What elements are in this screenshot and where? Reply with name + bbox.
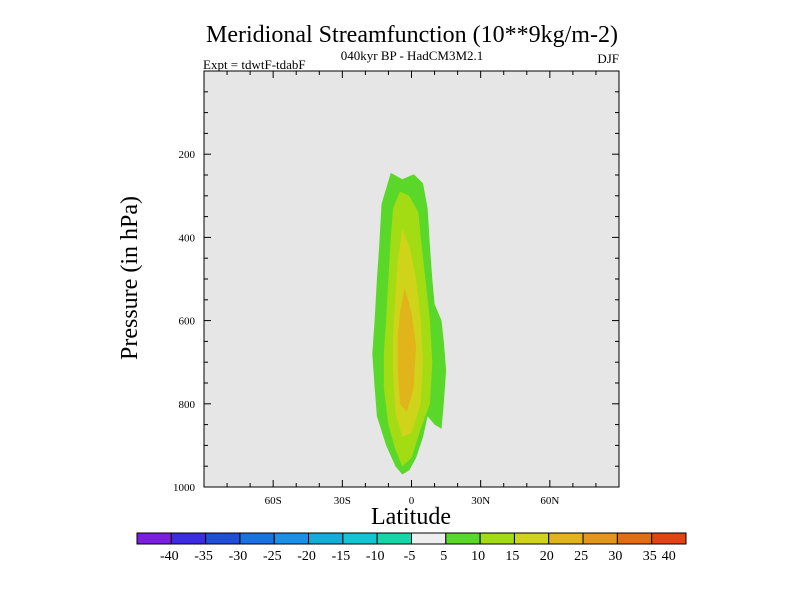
colorbar-swatch bbox=[308, 532, 344, 545]
colorbar-swatch bbox=[170, 532, 207, 545]
y-axis: 200 400 600 800 1000 bbox=[173, 149, 196, 494]
colorbar-label: -20 bbox=[297, 549, 316, 564]
colorbar-label: -40 bbox=[160, 549, 179, 564]
y-tick-label: 800 bbox=[179, 399, 196, 411]
colorbar-swatch bbox=[548, 532, 584, 545]
colorbar-label: 25 bbox=[574, 549, 588, 564]
colorbar-label: 5 bbox=[440, 549, 447, 564]
colorbar-swatch bbox=[342, 532, 378, 545]
y-tick-label: 400 bbox=[179, 232, 196, 244]
y-tick-label: 1000 bbox=[173, 482, 196, 494]
colorbar-swatch bbox=[651, 532, 687, 545]
chart-subtitle: 040kyr BP - HadCM3M2.1 bbox=[341, 48, 484, 63]
colorbar-swatch bbox=[411, 532, 447, 545]
season-label: DJF bbox=[597, 51, 619, 66]
colorbar-swatch bbox=[582, 532, 618, 545]
x-axis: 60S 30S 0 30N 60N bbox=[265, 495, 560, 507]
colorbar-swatch bbox=[445, 532, 481, 545]
colorbar-swatch bbox=[136, 532, 172, 545]
colorbar-swatch bbox=[376, 532, 412, 545]
colorbar-swatch bbox=[239, 532, 275, 545]
colorbar-label: -35 bbox=[194, 549, 213, 564]
x-axis-label: Latitude bbox=[371, 504, 451, 530]
x-tick-label: 60N bbox=[540, 495, 559, 507]
x-tick-label: 0 bbox=[409, 495, 415, 507]
y-tick-label: 200 bbox=[179, 149, 196, 161]
colorbar-swatch bbox=[616, 532, 653, 545]
experiment-label: Expt = tdwtF-tdabF bbox=[203, 57, 306, 72]
chart-title: Meridional Streamfunction (10**9kg/m-2) bbox=[206, 22, 618, 48]
x-tick-label: 30N bbox=[471, 495, 490, 507]
colorbar-label: -30 bbox=[229, 549, 248, 564]
colorbar-label: 30 bbox=[608, 549, 622, 564]
plot-frame bbox=[203, 70, 620, 488]
colorbar-label: 20 bbox=[540, 549, 554, 564]
colorbar-label: -10 bbox=[366, 549, 385, 564]
x-tick-label: 60S bbox=[265, 495, 282, 507]
colorbar-swatch bbox=[479, 532, 515, 545]
plot-area bbox=[203, 70, 620, 488]
colorbar-label: 10 bbox=[471, 549, 485, 564]
colorbar-label: -15 bbox=[332, 549, 351, 564]
colorbar-label: 40 bbox=[662, 549, 676, 564]
colorbar-label: -25 bbox=[263, 549, 282, 564]
colorbar-label: 15 bbox=[505, 549, 519, 564]
colorbar-swatch bbox=[513, 532, 550, 545]
contour-region-4 bbox=[397, 287, 417, 413]
colorbar-label: 35 bbox=[643, 549, 657, 564]
colorbar: -40 -35 -30 -25 -20 -15 -10 -5 5 10 15 20 25 30 35 40 bbox=[136, 532, 687, 564]
contour-fills bbox=[372, 172, 447, 475]
colorbar-swatch bbox=[205, 532, 241, 545]
colorbar-label: -5 bbox=[404, 549, 416, 564]
y-axis-label: Pressure (in hPa) bbox=[117, 196, 143, 360]
colorbar-swatch bbox=[273, 532, 310, 545]
x-tick-label: 30S bbox=[334, 495, 351, 507]
y-tick-label: 600 bbox=[179, 316, 196, 328]
